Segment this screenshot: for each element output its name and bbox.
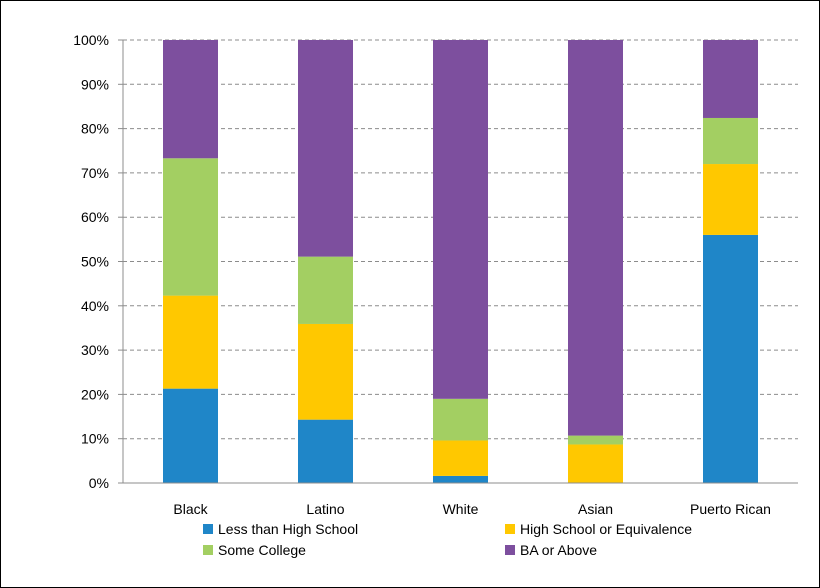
x-tick-label: Asian	[578, 501, 613, 517]
legend-label: High School or Equivalence	[520, 521, 692, 537]
y-tick-label: 80%	[81, 121, 109, 137]
y-tick-label: 30%	[81, 342, 109, 358]
legend: Less than High School High School or Equi…	[203, 521, 692, 558]
legend-label: BA or Above	[520, 542, 597, 558]
y-tick-label: 90%	[81, 76, 109, 92]
axes: 0% 10% 20% 30% 40% 50% 60% 70% 80% 90% 100% Black La…	[73, 32, 798, 517]
bar-segment	[568, 444, 623, 483]
legend-swatch	[505, 545, 515, 555]
legend-swatch	[203, 524, 213, 534]
x-tick-label: Latino	[306, 501, 344, 517]
legend-label: Less than High School	[218, 521, 358, 537]
bar-segment	[433, 398, 488, 441]
y-tick-label: 0%	[89, 475, 109, 491]
y-tick-label: 10%	[81, 431, 109, 447]
legend-swatch	[203, 545, 213, 555]
bar-segment	[703, 234, 758, 483]
bar-segment	[298, 419, 353, 483]
bar-segment	[703, 117, 758, 165]
bar-segment	[298, 256, 353, 324]
legend-label: Some College	[218, 542, 306, 558]
bar-segment	[433, 475, 488, 483]
y-tick-label: 60%	[81, 209, 109, 225]
bar-segment	[568, 435, 623, 445]
y-tick-label: 100%	[73, 32, 109, 48]
x-tick-label: Black	[173, 501, 208, 517]
bar-segment	[298, 323, 353, 420]
bar-segment	[163, 40, 218, 159]
y-tick-label: 20%	[81, 386, 109, 402]
x-tick-label: Puerto Rican	[690, 501, 771, 517]
y-tick-label: 40%	[81, 298, 109, 314]
legend-swatch	[505, 524, 515, 534]
y-tick-label: 70%	[81, 165, 109, 181]
bars	[163, 40, 758, 483]
bar-segment	[703, 164, 758, 235]
bar-segment	[703, 40, 758, 118]
bar-segment	[298, 40, 353, 257]
bar-segment	[163, 158, 218, 296]
bar-segment	[568, 40, 623, 436]
y-tick-label: 50%	[81, 254, 109, 270]
bar-segment	[163, 388, 218, 483]
bar-segment	[433, 440, 488, 476]
x-tick-label: White	[443, 501, 479, 517]
bar-segment	[163, 295, 218, 389]
bar-segment	[433, 40, 488, 399]
